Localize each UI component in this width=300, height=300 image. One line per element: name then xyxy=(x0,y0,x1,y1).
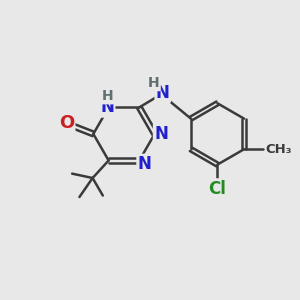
Text: N: N xyxy=(154,125,168,143)
Text: H: H xyxy=(148,76,160,90)
Text: N: N xyxy=(156,84,170,102)
Text: O: O xyxy=(59,114,74,132)
Text: N: N xyxy=(138,155,152,173)
Text: Cl: Cl xyxy=(208,179,226,197)
Text: N: N xyxy=(100,98,114,116)
Text: CH₃: CH₃ xyxy=(265,143,292,156)
Text: H: H xyxy=(101,89,113,103)
